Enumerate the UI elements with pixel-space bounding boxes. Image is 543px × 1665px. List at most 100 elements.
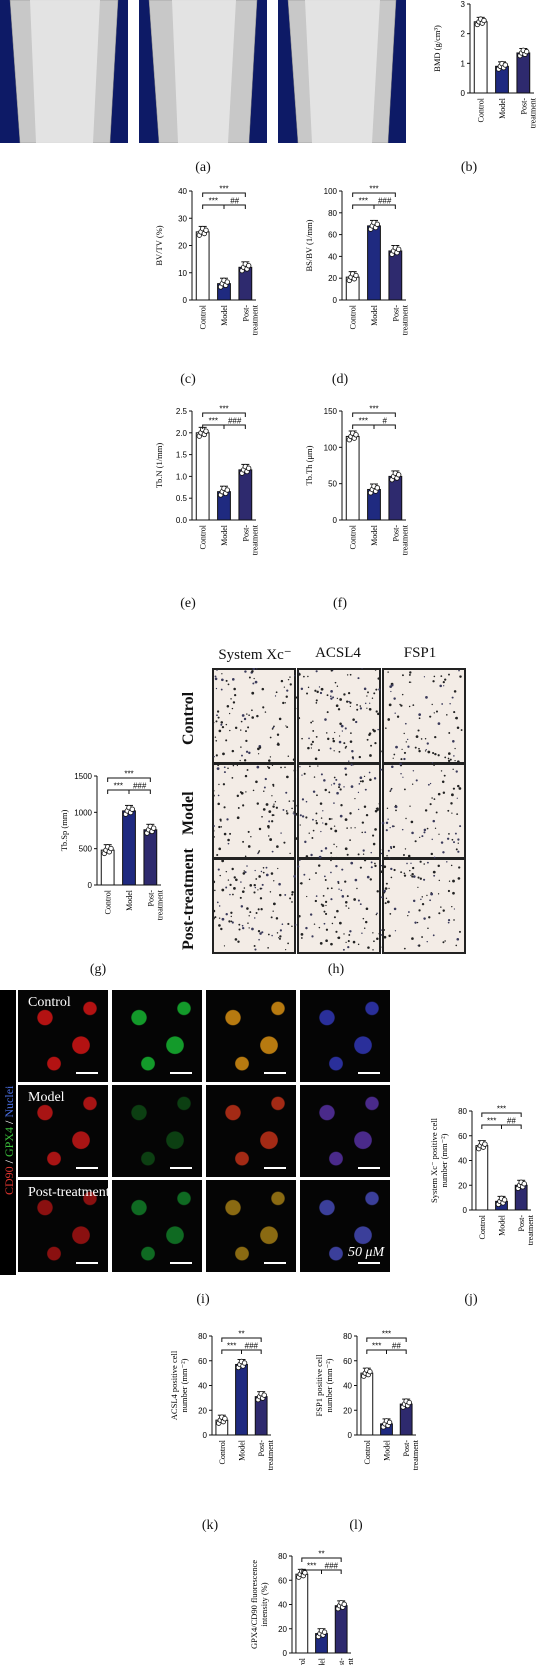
x-tick-label: Model (383, 1439, 392, 1461)
ihc-cell-dot (412, 770, 415, 772)
ihc-cell-dot (253, 883, 256, 887)
data-point (224, 487, 231, 493)
ihc-cell-dot (335, 930, 338, 933)
ihc-cell-dot (252, 668, 256, 671)
ihc-cell-dot (305, 800, 308, 803)
ihc-cell-dot (274, 695, 277, 697)
ihc-cell-dot (293, 811, 295, 813)
ihc-cell-dot (348, 700, 350, 703)
x-tick-label: Control (104, 889, 113, 914)
ihc-cell-dot (418, 747, 420, 750)
ihc-cell-dot (331, 818, 333, 820)
ihc-cell-dot (432, 934, 435, 937)
scale-bar (170, 1167, 192, 1169)
ihc-cell-dot (452, 787, 456, 790)
ihc-cell-dot (284, 893, 287, 896)
ihc-cell-dot (297, 845, 299, 847)
y-tick-label: 1.0 (176, 472, 188, 481)
ihc-cell-dot (257, 851, 260, 853)
x-tick-label: Control (298, 1657, 307, 1665)
ihc-cell-dot (306, 895, 308, 898)
ihc-cell-dot (244, 855, 247, 858)
x-tick-label: Post-treatment (146, 889, 164, 920)
ihc-cell-dot (357, 899, 360, 902)
ihc-cell-dot (407, 745, 410, 748)
bracket-control-post (352, 412, 396, 417)
ihc-cell-dot (287, 942, 289, 945)
ihc-cell-dot (401, 748, 403, 750)
ihc-cell-dot (444, 940, 446, 942)
ihc-cell-dot (386, 807, 389, 810)
bracket-control-post-label: *** (382, 1330, 391, 1339)
ihc-cell-dot (359, 776, 363, 780)
ihc-cell-dot (380, 934, 383, 936)
ihc-cell-dot (349, 930, 352, 933)
ihc-cell-dot (254, 869, 256, 872)
if-side-label: CD90 / GPX4 / Nuclei (2, 1086, 17, 1195)
ihc-cell-dot (417, 729, 420, 732)
ihc-cell-dot (359, 780, 362, 783)
ihc-cell-dot (272, 805, 275, 808)
ihc-cell-dot (451, 793, 454, 797)
bracket-control-model (202, 204, 225, 209)
ihc-cell-dot (425, 696, 428, 699)
ihc-cell-dot (423, 917, 426, 920)
if-tile-r2-c0 (18, 1180, 108, 1272)
ihc-cell-dot (293, 675, 296, 677)
y-tick-label: 1500 (74, 772, 92, 781)
ihc-cell-dot (262, 808, 266, 811)
ihc-cell-dot (403, 872, 406, 875)
ihc-cell-dot (216, 710, 220, 713)
ihc-cell-dot (356, 708, 359, 711)
ihc-cell-dot (257, 747, 260, 751)
ihc-cell-dot (334, 829, 338, 833)
ihc-cell-dot (361, 831, 364, 834)
ihc-cell-dot (310, 743, 313, 746)
ihc-cell-dot (229, 883, 232, 887)
y-tick-label: 1 (461, 59, 466, 68)
ihc-cell-dot (305, 855, 309, 858)
ihc-cell-dot (350, 861, 354, 865)
ihc-cell-dot (389, 913, 392, 915)
ihc-cell-dot (407, 854, 411, 858)
ihc-cell-dot (425, 748, 427, 751)
ihc-cell-dot (255, 912, 258, 915)
ihc-cell-dot (220, 723, 223, 726)
bracket-control-post (481, 1112, 522, 1117)
ihc-cell-dot (243, 887, 246, 889)
ihc-cell-dot (234, 938, 238, 941)
ihc-cell-dot (329, 695, 332, 698)
ihc-cell-dot (227, 767, 229, 770)
ihc-cell-dot (241, 890, 245, 894)
ihc-cell-dot (275, 691, 278, 694)
ihc-cell-dot (424, 750, 427, 752)
ihc-cell-dot (264, 777, 267, 781)
ihc-cell-dot (327, 737, 330, 741)
ihc-cell-dot (333, 916, 336, 919)
y-tick-label: 40 (458, 1157, 467, 1166)
ihc-cell-dot (390, 876, 393, 879)
ihc-cell-dot (265, 873, 269, 877)
ihc-cell-dot (233, 887, 236, 890)
ihc-cell-dot (439, 684, 442, 688)
ihc-cell-dot (370, 866, 373, 869)
ihc-cell-dot (384, 902, 387, 905)
bracket-model-post (501, 1124, 522, 1129)
y-tick-label: 0 (463, 1206, 468, 1215)
data-point (203, 227, 209, 233)
ihc-cell-dot (361, 780, 364, 783)
ihc-cell-dot (451, 905, 453, 908)
ihc-cell-dot (419, 836, 421, 839)
ihc-cell-dot (218, 825, 221, 829)
ihc-cell-dot (267, 765, 269, 768)
ihc-cell-dot (313, 776, 316, 778)
ihc-cell-dot (272, 814, 275, 816)
if-tile-r1-c1 (112, 1085, 202, 1177)
ihc-cell-dot (312, 720, 314, 722)
y-tick-label: 20 (458, 1181, 467, 1190)
ihc-cell-dot (243, 870, 245, 872)
ihc-cell-dot (330, 852, 333, 855)
ihc-cell-dot (372, 842, 376, 846)
ihc-cell-dot (452, 879, 455, 883)
data-point (353, 272, 359, 279)
